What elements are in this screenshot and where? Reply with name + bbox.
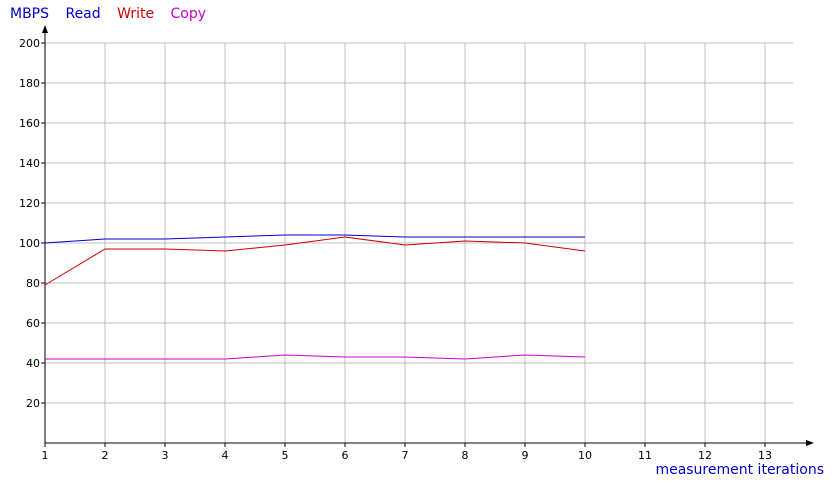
x-tick-label: 11 <box>638 449 652 462</box>
x-tick-label: 13 <box>758 449 772 462</box>
x-tick-label: 1 <box>42 449 49 462</box>
y-tick-label: 80 <box>26 277 40 290</box>
legend-read: Read <box>65 6 101 22</box>
x-axis-title: measurement iterations <box>655 462 824 478</box>
x-tick-label: 2 <box>102 449 109 462</box>
y-tick-label: 180 <box>19 77 40 90</box>
y-tick-label: 100 <box>19 237 40 250</box>
x-tick-label: 12 <box>698 449 712 462</box>
legend-unit-label: MBPS <box>10 6 50 22</box>
legend-copy: Copy <box>170 6 207 22</box>
series-lines <box>44 234 586 360</box>
x-tick-label: 4 <box>222 449 229 462</box>
axes <box>41 25 814 447</box>
x-axis-arrow <box>806 440 814 446</box>
y-tick-label: 140 <box>19 157 40 170</box>
x-tick-label: 10 <box>578 449 592 462</box>
grid <box>45 42 793 443</box>
x-tick-label: 3 <box>162 449 169 462</box>
legend-write: Write <box>117 6 155 22</box>
y-axis-arrow <box>42 25 48 33</box>
y-tick-label: 20 <box>26 397 40 410</box>
y-tick-label: 40 <box>26 357 40 370</box>
series-line-copy <box>45 354 586 360</box>
y-tick-label: 160 <box>19 117 40 130</box>
series-line-read <box>44 234 585 244</box>
x-tick-label: 6 <box>342 449 349 462</box>
legend: MBPS Read Write Copy <box>10 6 218 22</box>
series-line-write <box>44 236 586 286</box>
y-tick-label: 120 <box>19 197 40 210</box>
x-tick-label: 7 <box>402 449 409 462</box>
x-tick-label: 5 <box>282 449 289 462</box>
y-tick-label: 60 <box>26 317 40 330</box>
x-tick-label: 8 <box>462 449 469 462</box>
y-tick-label: 200 <box>19 37 40 50</box>
x-tick-label: 9 <box>522 449 529 462</box>
